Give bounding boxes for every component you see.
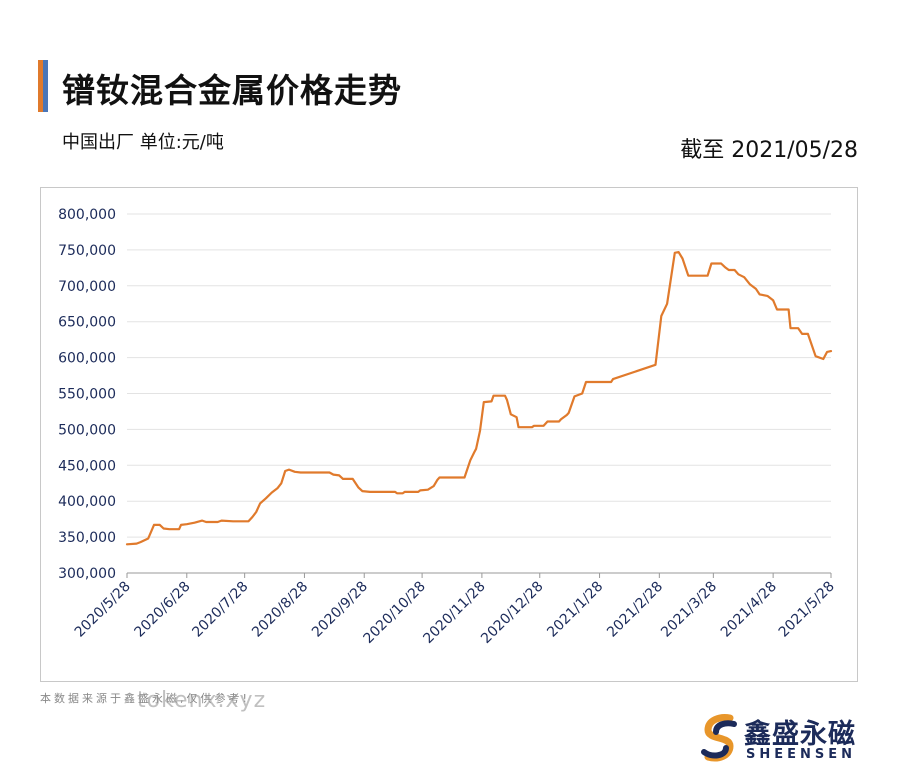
x-tick-label: 2020/10/28 xyxy=(361,579,429,647)
x-tick-label: 2021/3/28 xyxy=(658,579,720,641)
x-tick-label: 2020/12/28 xyxy=(478,579,546,647)
source-note: 本数据来源于鑫盛永磁,仅供参考! xyxy=(40,692,250,705)
x-tick-label: 2020/8/28 xyxy=(249,579,311,641)
y-tick-label: 800,000 xyxy=(58,207,116,223)
logo-name-en: SHEENSEN xyxy=(746,747,857,762)
page-title: 镨钕混合金属价格走势 xyxy=(62,71,402,110)
x-tick-label: 2020/9/28 xyxy=(309,579,371,641)
x-tick-label: 2021/5/28 xyxy=(776,579,838,641)
y-tick-label: 650,000 xyxy=(58,315,116,331)
y-tick-label: 300,000 xyxy=(58,566,116,582)
y-tick-label: 600,000 xyxy=(58,351,116,367)
y-tick-label: 550,000 xyxy=(58,387,116,403)
y-tick-label: 700,000 xyxy=(58,279,116,295)
x-tick-label: 2021/4/28 xyxy=(718,579,780,641)
title-accent-bar xyxy=(38,60,48,112)
y-tick-label: 350,000 xyxy=(58,530,116,546)
as-of-date: 截至 2021/05/28 xyxy=(680,138,858,163)
price-series-line xyxy=(125,251,833,546)
logo-name-cn: 鑫盛永磁 xyxy=(744,719,856,750)
y-tick-label: 450,000 xyxy=(58,458,116,474)
chart-subtitle: 中国出厂 单位:元/吨 xyxy=(62,132,224,153)
y-tick-label: 750,000 xyxy=(58,243,116,259)
x-tick-label: 2021/1/28 xyxy=(544,579,606,641)
watermark: tokenx.xyz xyxy=(137,688,267,713)
company-logo: 鑫盛永磁 SHEENSEN xyxy=(700,710,870,766)
chart-panel xyxy=(40,187,858,682)
x-tick-label: 2020/5/28 xyxy=(72,579,134,641)
x-tick-label: 2020/6/28 xyxy=(132,579,194,641)
y-tick-label: 500,000 xyxy=(58,422,116,438)
x-tick-label: 2021/2/28 xyxy=(604,579,666,641)
y-tick-label: 400,000 xyxy=(58,494,116,510)
logo-s-icon xyxy=(701,714,737,762)
x-tick-label: 2020/7/28 xyxy=(189,579,251,641)
